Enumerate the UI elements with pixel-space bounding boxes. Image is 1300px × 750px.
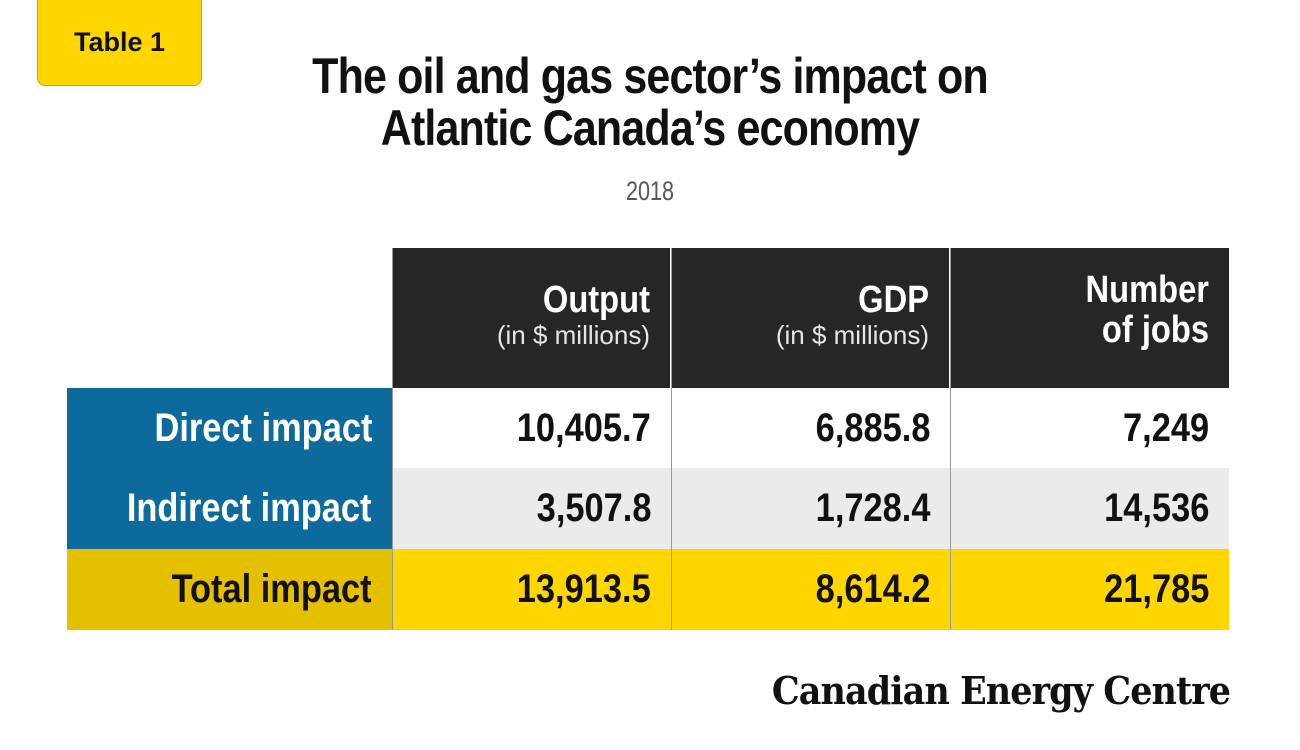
table-cell: 10,405.7 <box>392 388 671 468</box>
badge-label: Table 1 <box>73 27 166 57</box>
page-title: The oil and gas sector’s impact on Atlan… <box>220 50 1080 154</box>
column-header-main: Number <box>1085 269 1209 311</box>
row-label-text: Total impact <box>171 567 372 611</box>
table-cell: 6,885.8 <box>671 388 950 468</box>
table-number-badge: Table 1 <box>37 0 202 86</box>
table-cell: 1,728.4 <box>671 468 950 549</box>
cell-value: 6,885.8 <box>815 405 930 450</box>
cell-value: 13,913.5 <box>517 567 651 611</box>
cell-value: 1,728.4 <box>815 486 930 530</box>
table-cell: 7,249 <box>950 388 1229 468</box>
title-line-2: Atlantic Canada’s economy <box>380 100 920 156</box>
cell-value: 8,614.2 <box>815 567 930 611</box>
table-cell: 21,785 <box>950 549 1229 630</box>
column-header-jobs: Number of jobs <box>950 248 1229 388</box>
column-divider <box>950 248 951 630</box>
cell-value: 10,405.7 <box>517 405 651 450</box>
column-header-sub: (in $ millions) <box>775 320 929 350</box>
table-cell: 13,913.5 <box>392 549 671 630</box>
title-line-1: The oil and gas sector’s impact on <box>312 48 989 104</box>
table-cell: 14,536 <box>950 468 1229 549</box>
column-header-main-2: of jobs <box>1101 309 1209 351</box>
row-label-text: Indirect impact <box>127 486 372 530</box>
column-divider <box>392 248 393 630</box>
cell-value: 3,507.8 <box>536 486 651 530</box>
table-cell: 8,614.2 <box>671 549 950 630</box>
brand-logo: Canadian Energy Centre <box>771 668 1231 713</box>
column-header-main: Output <box>542 279 650 321</box>
cell-value: 21,785 <box>1103 567 1209 611</box>
column-header-output: Output (in $ millions) <box>392 248 670 388</box>
cell-value: 7,249 <box>1122 405 1209 450</box>
row-label-total: Total impact <box>67 549 392 630</box>
column-header-gdp: GDP (in $ millions) <box>671 248 949 388</box>
table-cell: 3,507.8 <box>392 468 671 549</box>
column-divider <box>671 248 672 630</box>
column-header-sub: (in $ millions) <box>496 320 650 350</box>
column-header-main: GDP <box>858 279 929 321</box>
cell-value: 14,536 <box>1103 486 1209 530</box>
row-label-direct: Direct impact <box>67 388 392 468</box>
row-label-text: Direct impact <box>154 405 372 450</box>
year-subtitle: 2018 <box>625 176 675 206</box>
row-label-indirect: Indirect impact <box>67 468 392 549</box>
